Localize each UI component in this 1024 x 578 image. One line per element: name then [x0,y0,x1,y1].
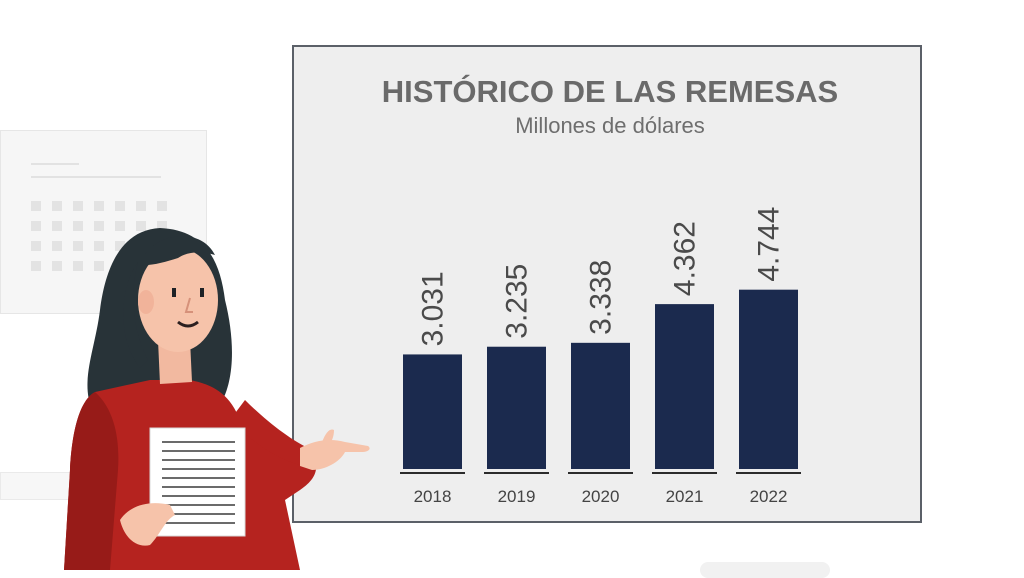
calendar-day [136,221,146,231]
background-strip [0,472,72,500]
mouth [177,320,199,328]
calendar-day [94,241,104,251]
value-label: 4.744 [753,207,786,282]
category-label: 2019 [498,487,536,506]
right-arm [230,400,312,465]
calendar-day [115,201,125,211]
background-calendar [0,130,207,314]
calendar-day [94,221,104,231]
bar-2019 [487,346,546,469]
calendar-day [136,201,146,211]
bar-baseline [400,472,465,474]
hair-side [123,262,148,368]
calendar-day [52,221,62,231]
category-label: 2018 [414,487,452,506]
bar-baseline [736,472,801,474]
chart-title: HISTÓRICO DE LAS REMESAS [382,73,838,109]
bar-2018 [403,354,462,469]
calendar-day [52,241,62,251]
bar-baseline [484,472,549,474]
calendar-day [157,201,167,211]
left-hand [120,503,175,546]
value-label: 3.235 [501,264,534,339]
bar-baseline [568,472,633,474]
calendar-day [115,241,125,251]
calendar-day [73,201,83,211]
calendar-day [94,261,104,271]
calendar-line [31,176,161,178]
sweater-shade [64,392,119,570]
category-label: 2020 [582,487,620,506]
calendar-day [52,201,62,211]
calendar-day [73,241,83,251]
calendar-day [31,221,41,231]
category-label: 2022 [750,487,788,506]
calendar-day [73,221,83,231]
calendar-day [31,261,41,271]
bar-2022 [739,289,798,469]
value-label: 3.031 [417,271,450,346]
calendar-day [31,241,41,251]
face [138,248,218,352]
bar-2021 [655,304,714,469]
chart-board [292,45,922,523]
calendar-day [73,261,83,271]
calendar-day [115,221,125,231]
calendar-day [94,201,104,211]
eye-right [200,288,204,297]
ear [138,290,154,314]
hair-front [140,235,215,266]
eye-left [172,288,176,297]
calendar-day [52,261,62,271]
calendar-line [31,163,79,165]
presenter-illustration [64,228,370,570]
chart-subtitle: Millones de dólares [515,113,705,138]
calendar-day [157,221,167,231]
nose [184,297,193,313]
bar-baseline [652,472,717,474]
bar-2020 [571,342,630,469]
thumb [322,429,334,446]
value-label: 4.362 [669,221,702,296]
value-label: 3.338 [585,260,618,335]
calendar-day [31,201,41,211]
category-label: 2021 [666,487,704,506]
pointing-hand [300,440,370,470]
